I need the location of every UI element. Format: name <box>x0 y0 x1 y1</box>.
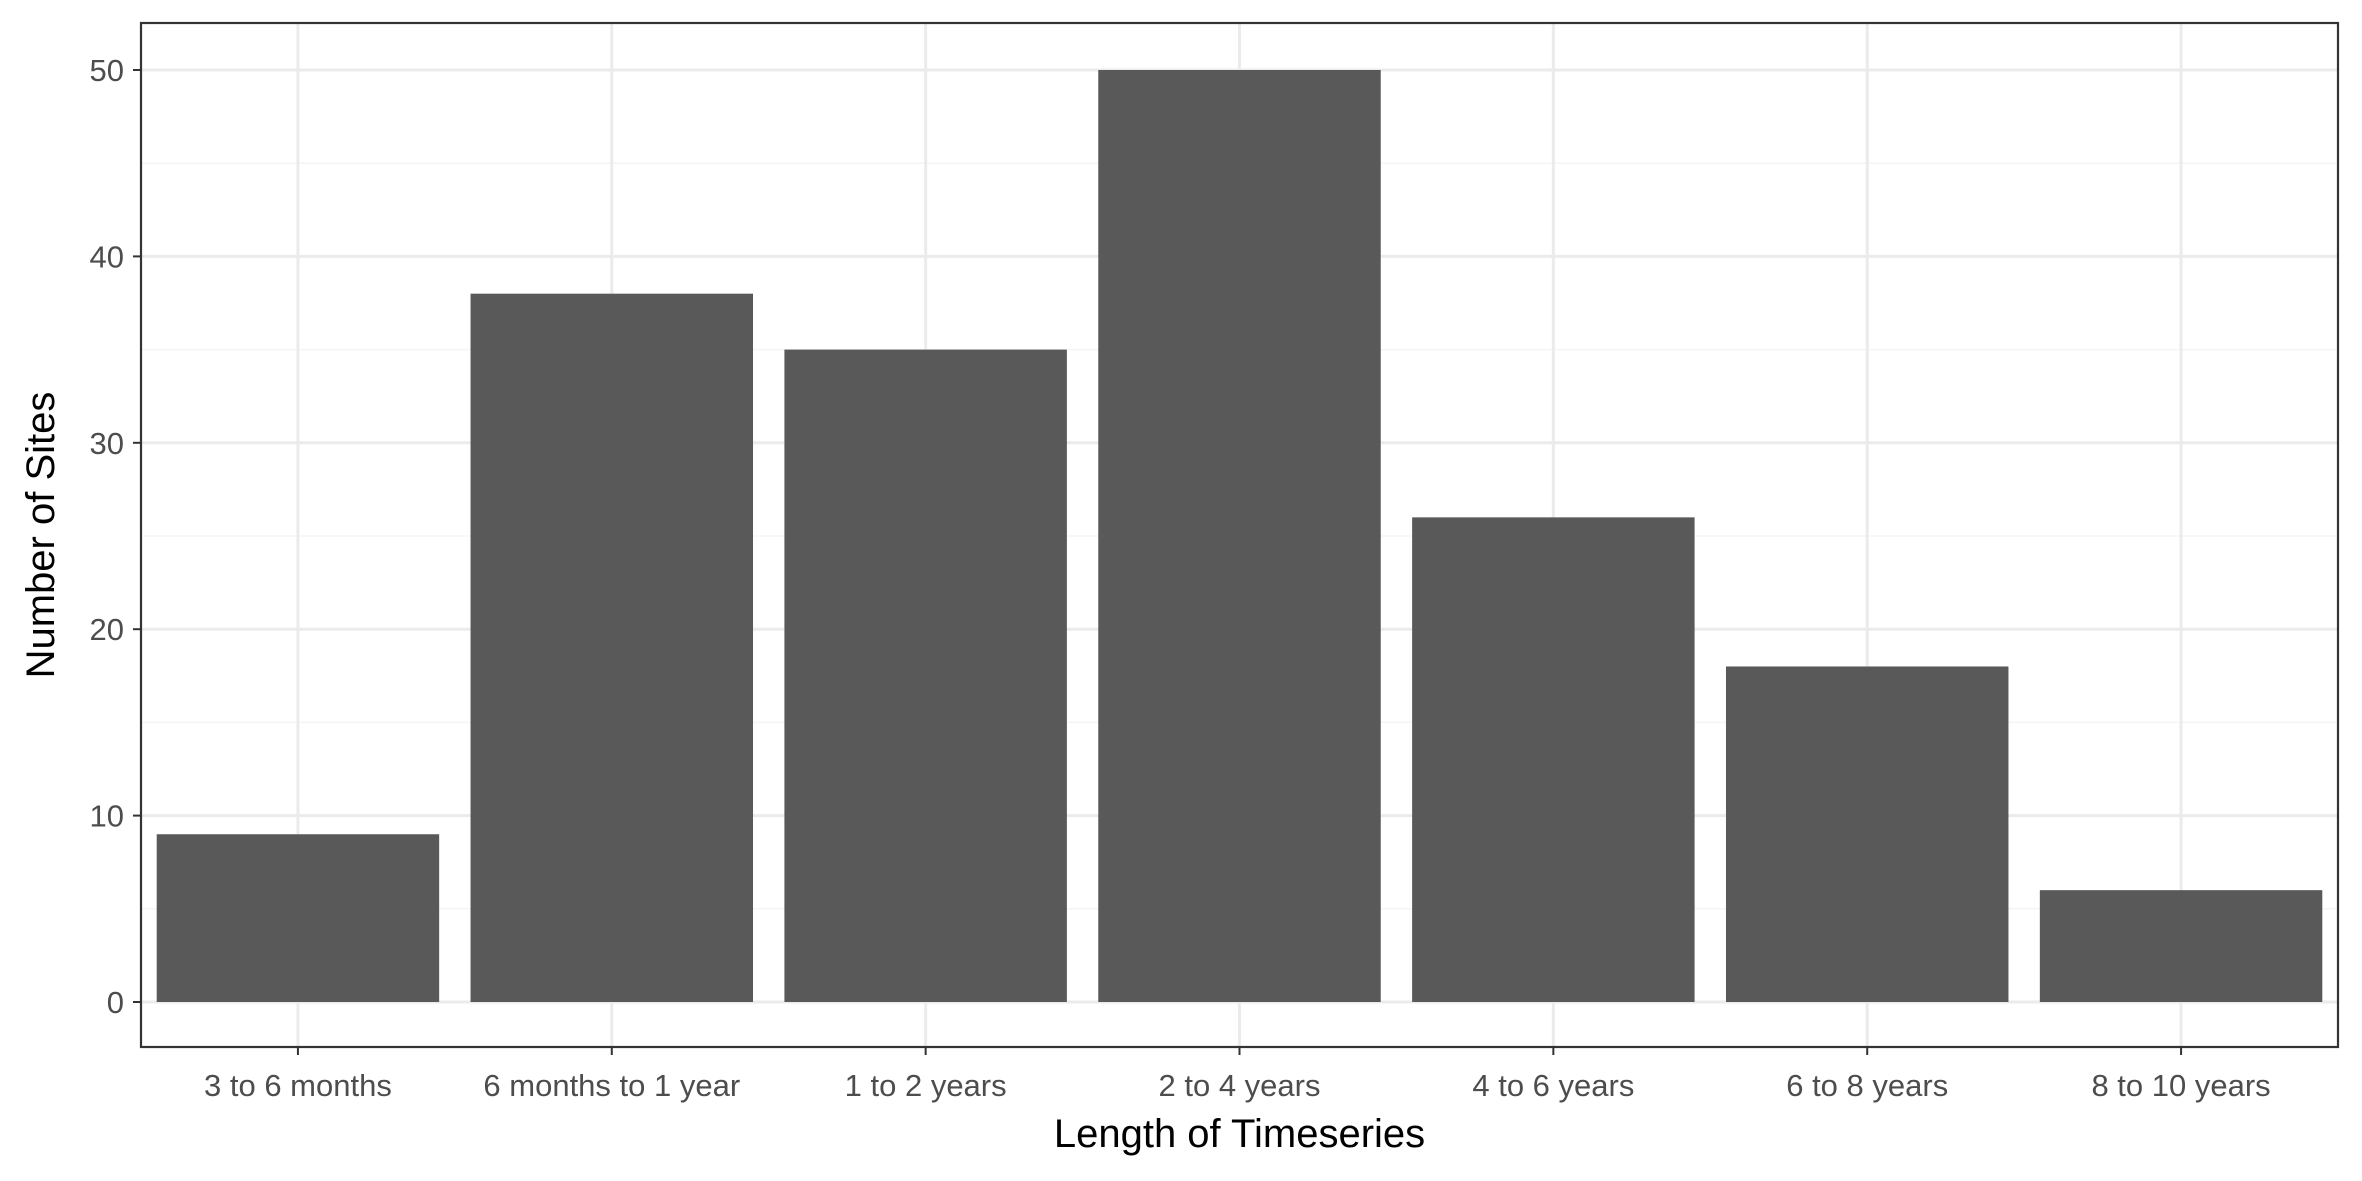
x-tick-label: 3 to 6 months <box>204 1068 392 1103</box>
y-tick-label: 20 <box>90 612 124 647</box>
x-tick-label: 6 to 8 years <box>1786 1068 1948 1103</box>
x-axis-title: Length of Timeseries <box>1054 1112 1425 1156</box>
bar <box>1098 70 1381 1002</box>
x-tick-label: 8 to 10 years <box>2091 1068 2270 1103</box>
bar <box>470 293 754 1002</box>
bar <box>784 349 1067 1003</box>
y-axis-title: Number of Sites <box>19 392 63 679</box>
x-tick-label: 1 to 2 years <box>845 1068 1007 1103</box>
x-tick-label: 6 months to 1 year <box>483 1068 740 1103</box>
y-tick-label: 50 <box>90 53 124 88</box>
bar <box>1412 517 1695 1002</box>
y-tick-label: 40 <box>90 239 124 274</box>
y-tick-label: 0 <box>107 985 124 1020</box>
bars <box>156 70 2323 1003</box>
bar <box>156 834 440 1002</box>
y-tick-label: 30 <box>90 426 124 461</box>
bar <box>2039 890 2323 1002</box>
bar <box>1725 666 2009 1002</box>
x-tick-label: 2 to 4 years <box>1159 1068 1321 1103</box>
x-tick-label: 4 to 6 years <box>1472 1068 1634 1103</box>
axes: 0 10 20 30 40 50 3 to 6 months 6 months to 1 ye… <box>90 53 2271 1103</box>
y-tick-label: 10 <box>90 799 124 834</box>
